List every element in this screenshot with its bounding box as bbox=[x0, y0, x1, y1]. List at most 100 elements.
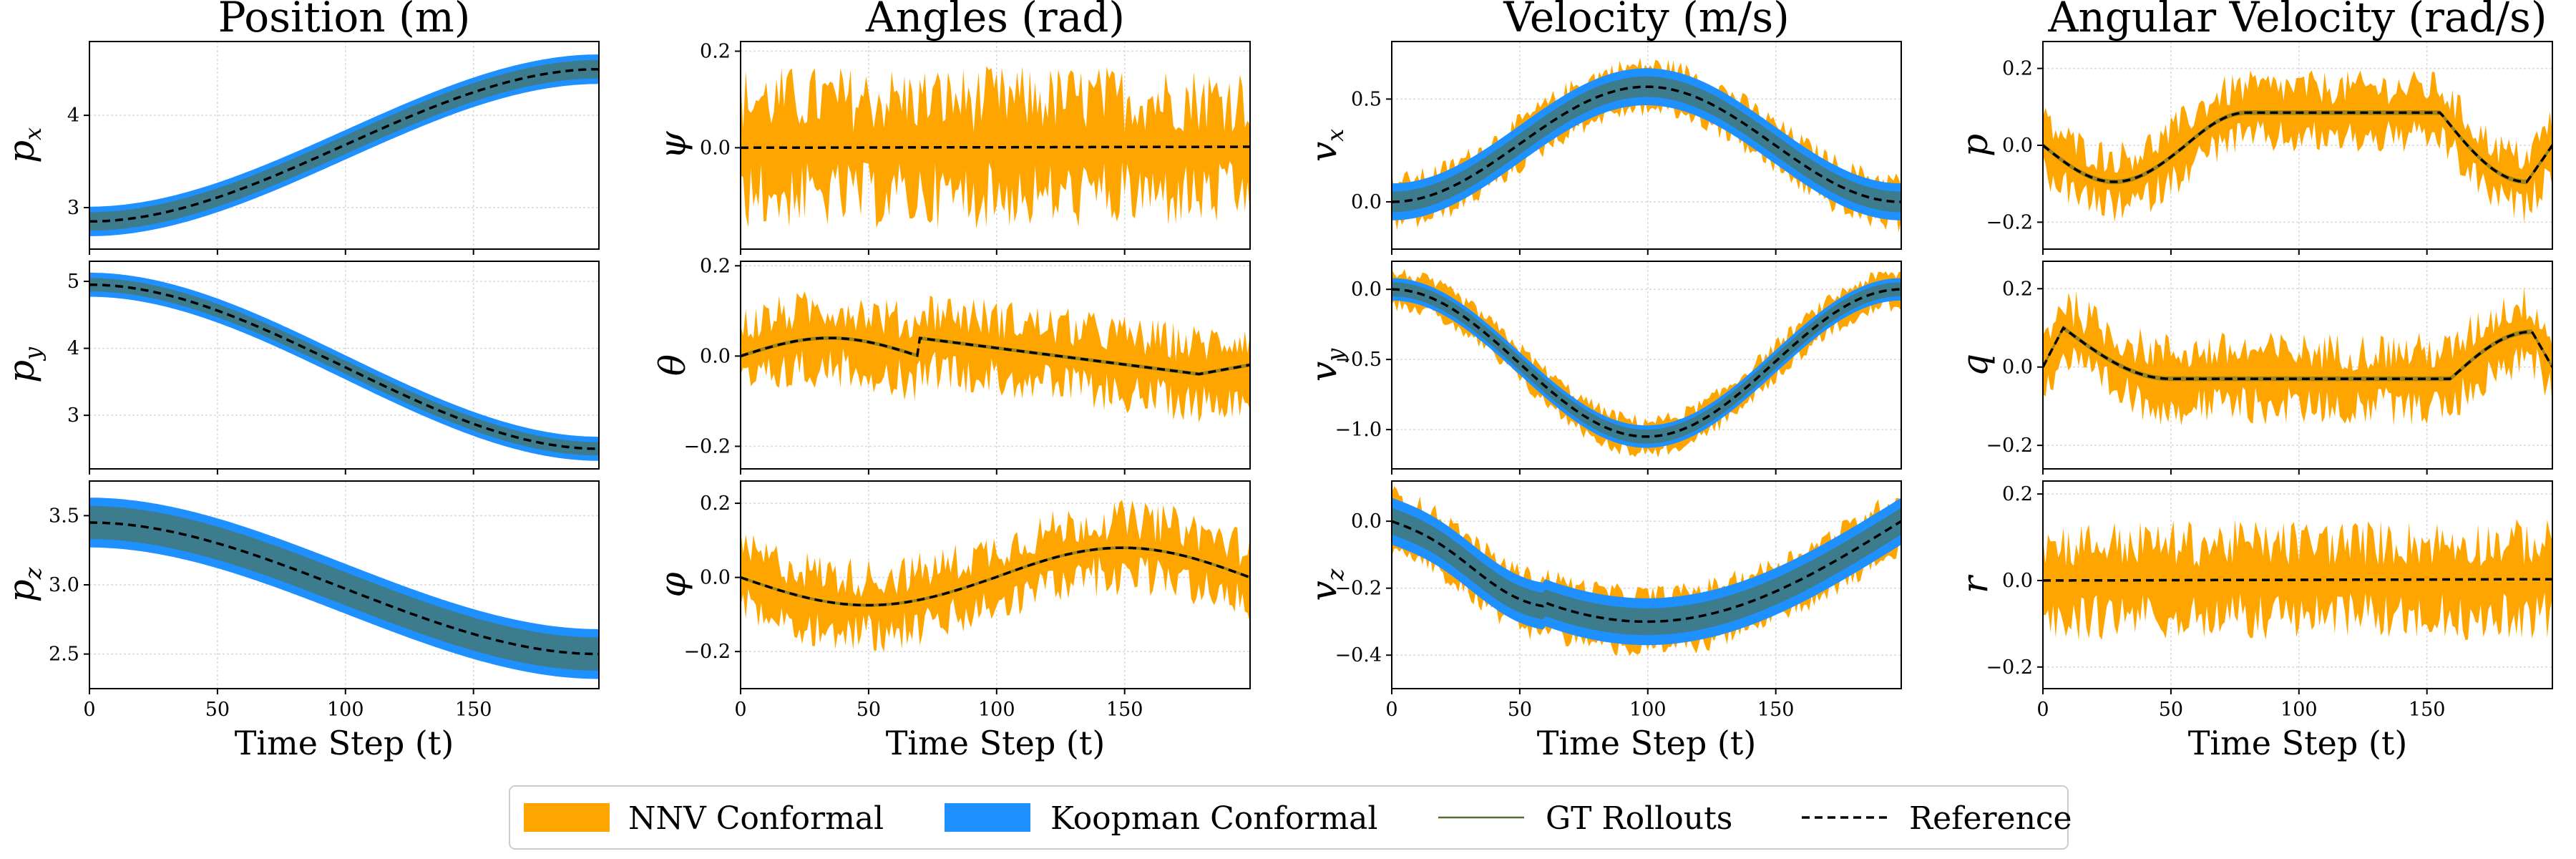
y-tick-label: 4 bbox=[67, 338, 79, 360]
subplot-3-4: 0.2 0.0 −0.20 50 100 150 r bbox=[1954, 480, 2553, 721]
y-axis-label: px bbox=[1, 127, 47, 163]
nnv-conformal-band bbox=[741, 500, 1250, 652]
x-tick-label: 100 bbox=[327, 699, 364, 721]
x-tick-label: 100 bbox=[2280, 699, 2318, 721]
axes-frame bbox=[89, 41, 600, 250]
x-tick-label: 150 bbox=[1757, 699, 1795, 721]
y-axis-label: pz bbox=[1, 566, 47, 602]
axes-frame bbox=[1391, 261, 1902, 470]
nnv-conformal-band bbox=[2043, 519, 2552, 641]
reference-line bbox=[1392, 85, 1901, 203]
reference-line bbox=[2043, 578, 2552, 582]
y-tick-label: −0.2 bbox=[1986, 211, 2033, 233]
x-tick-label: 0 bbox=[734, 699, 746, 721]
gt-rollouts-band bbox=[1392, 282, 1901, 444]
subplot-3-2: 0.2 0.0 −0.2 0 50 100 150 φ bbox=[652, 480, 1251, 721]
subplot-1-3: 0.5 0.0 vx bbox=[1303, 41, 1902, 255]
x-tick-label: 0 bbox=[2036, 699, 2049, 721]
y-axis-label: p bbox=[1954, 134, 1996, 157]
y-tick-label: 3.0 bbox=[49, 574, 79, 596]
axes-frame bbox=[2042, 261, 2553, 470]
nnv-conformal-band bbox=[2043, 70, 2552, 223]
x-axis-label: Time Step (t) bbox=[886, 724, 1106, 762]
column-title: Velocity (m/s) bbox=[1503, 0, 1789, 42]
column-title: Angular Velocity (rad/s) bbox=[2048, 0, 2547, 42]
y-tick-label: 0.0 bbox=[700, 137, 731, 159]
y-tick-label: 3 bbox=[67, 404, 79, 427]
subplot-2-3: 0.0 −0.5 −1.0 vy bbox=[1303, 261, 1902, 475]
y-tick-label: −0.2 bbox=[1986, 435, 2033, 457]
reference-line bbox=[89, 521, 599, 656]
gt-rollouts-band bbox=[741, 336, 1250, 377]
subplot-2-4: 0.2 0.0 −0.2 q bbox=[1954, 261, 2553, 475]
column-title: Position (m) bbox=[218, 0, 471, 42]
y-tick-label: −1.0 bbox=[1335, 419, 1382, 441]
reference-line bbox=[89, 283, 599, 450]
gt-rollouts-band bbox=[89, 278, 599, 456]
nnv-conformal-band bbox=[1392, 268, 1901, 458]
x-tick-label: 150 bbox=[2409, 699, 2446, 721]
gt-rollouts-band bbox=[1392, 76, 1901, 213]
y-tick-label: 0.0 bbox=[1351, 278, 1382, 301]
y-tick-label: 0.2 bbox=[700, 492, 731, 515]
axes-frame bbox=[1391, 480, 1902, 689]
y-tick-label: 4 bbox=[67, 105, 79, 127]
x-axis-label: Time Step (t) bbox=[1537, 724, 1757, 762]
y-tick-label: 0.0 bbox=[2002, 135, 2033, 157]
y-tick-label: 0.2 bbox=[2002, 483, 2033, 505]
subplot-3-3: 0.0 −0.2 −0.4 0 50 100 150 vz bbox=[1303, 480, 1902, 721]
y-axis-label: r bbox=[1954, 574, 1996, 593]
y-tick-label: −0.5 bbox=[1335, 349, 1382, 371]
y-tick-label: 0.5 bbox=[1351, 88, 1382, 110]
y-tick-label: 3.5 bbox=[49, 505, 79, 527]
x-tick-label: 50 bbox=[205, 699, 230, 721]
x-axis-label: Time Step (t) bbox=[2188, 724, 2408, 762]
x-tick-label: 50 bbox=[2159, 699, 2183, 721]
y-tick-label: −0.2 bbox=[683, 435, 731, 457]
axes-frame bbox=[740, 480, 1251, 689]
y-tick-label: −0.4 bbox=[1335, 644, 1382, 666]
y-axis-label: vz bbox=[1303, 568, 1349, 601]
y-tick-label: 2.5 bbox=[49, 644, 79, 666]
y-tick-label: 3 bbox=[67, 197, 79, 219]
nnv-conformal-band bbox=[2043, 287, 2552, 426]
reference-line bbox=[741, 336, 1250, 376]
gt-rollouts-band bbox=[2043, 110, 2552, 185]
reference-line bbox=[1392, 288, 1901, 438]
x-tick-label: 50 bbox=[857, 699, 881, 721]
subplot-2-1: 5 4 3 py bbox=[1, 261, 600, 475]
y-tick-label: 0.0 bbox=[700, 567, 731, 589]
gt-rollouts-band bbox=[89, 59, 599, 231]
legend-label: GT Rollouts bbox=[1546, 800, 1732, 837]
x-tick-label: 150 bbox=[455, 699, 492, 721]
y-tick-label: 0.0 bbox=[2002, 356, 2033, 379]
y-tick-label: −0.2 bbox=[1335, 578, 1382, 600]
y-tick-label: 0.0 bbox=[2002, 570, 2033, 592]
subplot-3-1: 3.5 3.0 2.5 0 50 100 150 pz bbox=[1, 480, 600, 721]
subplot-1-4: 0.2 0.0 −0.2 p bbox=[1954, 41, 2553, 255]
axes-frame bbox=[1391, 41, 1902, 250]
subplot-2-2: 0.2 0.0 −0.2 θ bbox=[652, 255, 1251, 475]
x-tick-label: 0 bbox=[1385, 699, 1397, 721]
x-axis-label: Time Step (t) bbox=[235, 724, 454, 762]
y-axis-label: φ bbox=[652, 572, 693, 597]
y-tick-label: 0.2 bbox=[700, 255, 731, 277]
x-tick-label: 50 bbox=[1508, 699, 1532, 721]
nnv-conformal-band bbox=[741, 66, 1250, 230]
legend-swatch-nnv-conformal bbox=[524, 803, 610, 832]
column-title: Angles (rad) bbox=[865, 0, 1125, 42]
y-axis-label: q bbox=[1954, 354, 1996, 377]
y-tick-label: 0.2 bbox=[2002, 278, 2033, 300]
subplot-1-1: 3 4 px bbox=[1, 41, 600, 255]
y-axis-label: vx bbox=[1303, 129, 1349, 162]
y-tick-label: 0.0 bbox=[1351, 510, 1382, 533]
legend: NNV Conformal Koopman Conformal GT Rollout… bbox=[509, 785, 2072, 850]
nnv-conformal-band bbox=[741, 291, 1250, 423]
y-tick-label: 5 bbox=[67, 271, 79, 293]
x-tick-label: 0 bbox=[83, 699, 95, 721]
x-tick-label: 100 bbox=[978, 699, 1015, 721]
koopman-conformal-band bbox=[1392, 68, 1901, 220]
y-tick-label: 0.2 bbox=[700, 40, 731, 62]
y-tick-label: 0.0 bbox=[700, 345, 731, 367]
koopman-conformal-band bbox=[1392, 278, 1901, 448]
